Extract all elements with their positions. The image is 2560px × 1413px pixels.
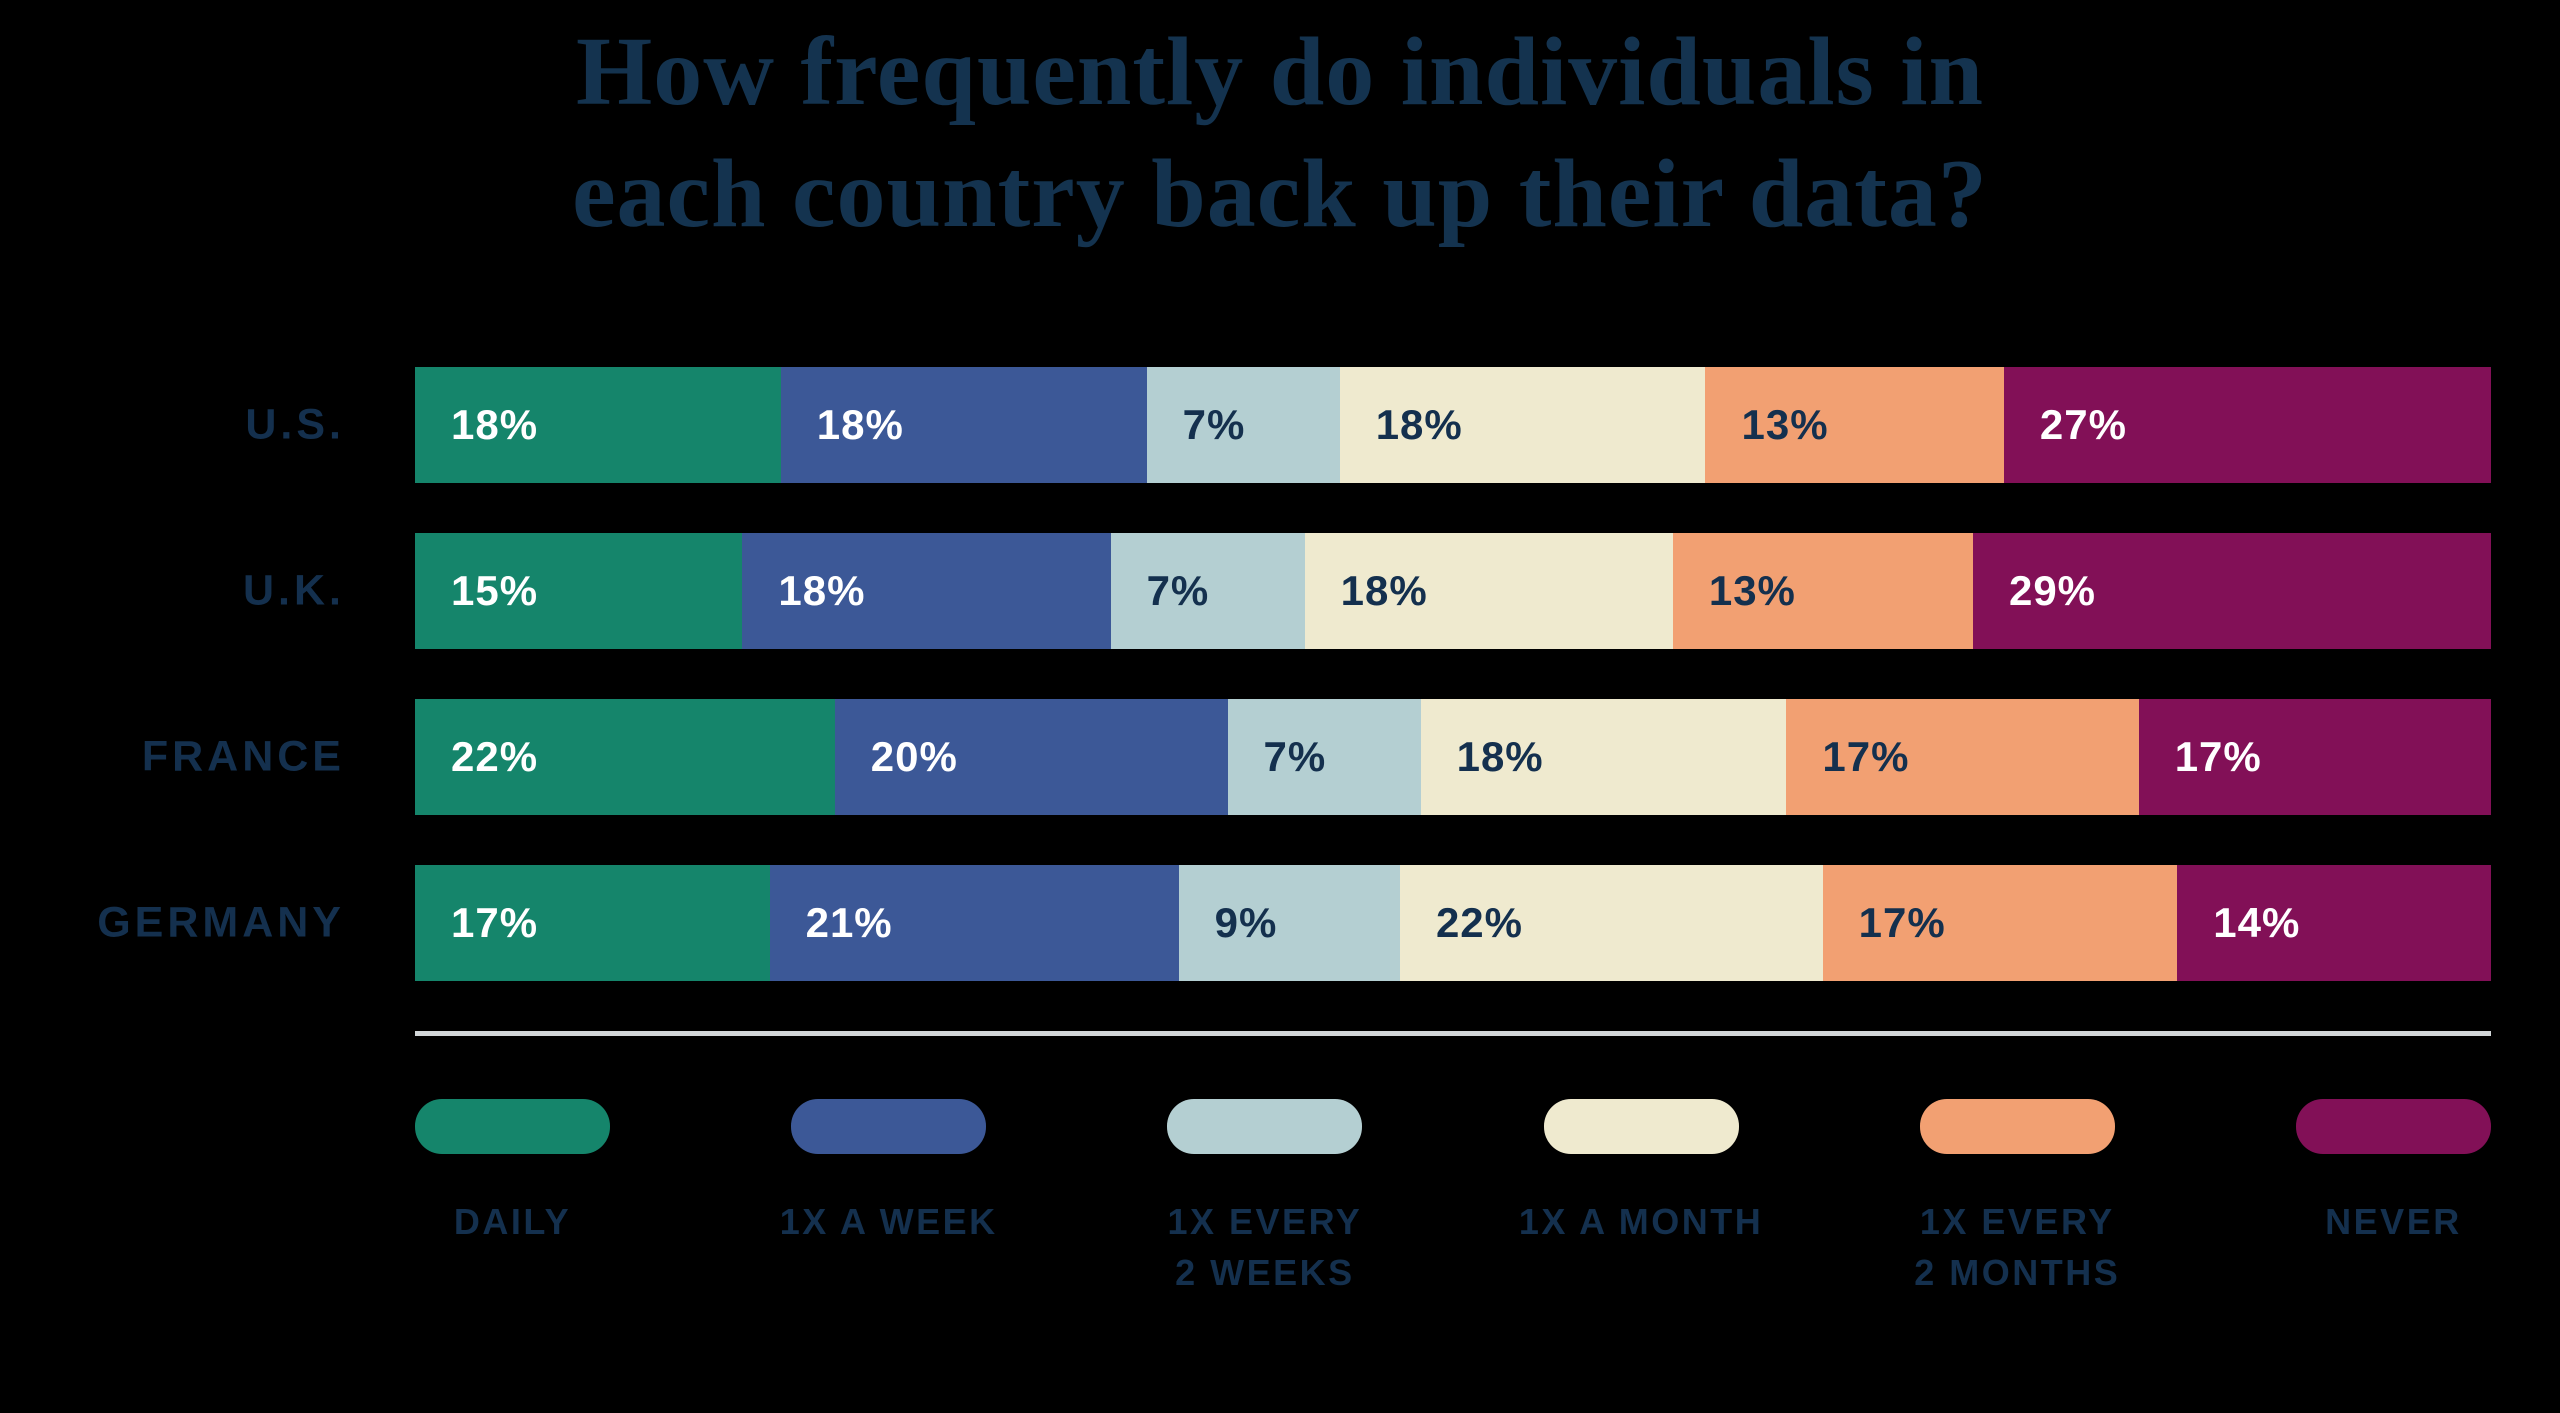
bar-segment: 7% <box>1146 367 1340 484</box>
legend-label-line: 1X EVERY <box>1919 1201 2115 1243</box>
bar-segment: 18% <box>742 533 1111 650</box>
stacked-bar: 17% 21% 9% 22% 17% 14% <box>415 865 2491 982</box>
bar-segment: 18% <box>415 367 781 484</box>
bar-segment: 17% <box>415 865 770 982</box>
legend-label: 1X A WEEK <box>780 1196 998 1247</box>
segment-value-label: 27% <box>2039 401 2127 449</box>
legend-label-line: 2 WEEKS <box>1175 1252 1355 1294</box>
segment-value-label: 7% <box>1146 567 1210 615</box>
chart-title-line-2: each country back up their data? <box>572 139 1988 248</box>
legend-label-line: 1X A WEEK <box>779 1201 998 1243</box>
country-label: GERMANY <box>97 898 345 947</box>
legend-label: NEVER <box>2325 1196 2462 1247</box>
chart-title: How frequently do individuals in each co… <box>0 0 2560 255</box>
stacked-bar: 15% 18% 7% 18% 13% 29% <box>415 533 2491 650</box>
segment-value-label: 20% <box>870 733 958 781</box>
legend-item: 1X EVERY 2 WEEKS <box>1167 1099 1363 1298</box>
segment-value-label: 21% <box>805 899 893 947</box>
bar-segment: 7% <box>1110 533 1305 650</box>
bar-segment: 27% <box>2003 367 2492 484</box>
segment-value-label: 14% <box>2213 899 2301 947</box>
country-label: U.K. <box>243 566 345 615</box>
stacked-bar: 18% 18% 7% 18% 13% 27% <box>415 367 2492 484</box>
segment-value-label: 13% <box>1708 567 1796 615</box>
segment-value-label: 17% <box>451 899 539 947</box>
bar-segment: 13% <box>1672 533 1973 650</box>
segment-value-label: 18% <box>1340 567 1428 615</box>
segment-value-label: 9% <box>1214 899 1278 947</box>
segment-value-label: 15% <box>451 567 539 615</box>
bar-segment: 17% <box>1786 699 2139 816</box>
legend-label-line: 1X A MONTH <box>1518 1201 1764 1243</box>
legend-swatch <box>1543 1099 1739 1155</box>
segment-value-label: 22% <box>451 733 539 781</box>
bar-segment: 29% <box>1972 533 2491 650</box>
legend-label: 1X EVERY 2 MONTHS <box>1914 1196 2120 1298</box>
chart-row: FRANCE 22% 20% 7% 18% 17% 17% <box>142 699 2492 816</box>
legend-label-line: DAILY <box>453 1201 572 1243</box>
segment-value-label: 17% <box>1822 733 1910 781</box>
legend-label: 1X A MONTH <box>1519 1196 1763 1247</box>
legend-label-line: 1X EVERY <box>1167 1201 1363 1243</box>
bar-segment: 13% <box>1705 367 2004 484</box>
segment-value-label: 18% <box>1456 733 1544 781</box>
segment-value-label: 17% <box>1858 899 1946 947</box>
legend-swatch <box>1167 1099 1363 1155</box>
legend-label: DAILY <box>454 1196 571 1247</box>
legend-divider <box>415 1031 2491 1037</box>
bar-segment: 20% <box>834 699 1228 816</box>
bar-segment: 15% <box>415 533 743 650</box>
chart-row: GERMANY 17% 21% 9% 22% 17% 14% <box>97 865 2491 982</box>
country-label: FRANCE <box>141 732 345 781</box>
bar-segment: 18% <box>1420 699 1787 816</box>
segment-value-label: 18% <box>451 401 539 449</box>
bar-segment: 14% <box>2177 865 2491 982</box>
bar-segment: 18% <box>780 367 1147 484</box>
bar-segment: 22% <box>415 699 835 816</box>
segment-value-label: 29% <box>2008 567 2097 615</box>
legend: DAILY 1X A WEEK 1X EVERY 2 WEEKS 1X A MONTH 1… <box>415 1099 2491 1298</box>
bar-segment: 17% <box>2138 699 2492 816</box>
stacked-bar-chart: U.S. 18% 18% 7% 18% 13% 27% U.K. 15% 18% 7% 18% 13% 2… <box>0 367 2560 982</box>
segment-value-label: 7% <box>1263 733 1327 781</box>
legend-swatch <box>1919 1099 2115 1155</box>
bar-segment: 17% <box>1822 865 2178 982</box>
legend-item: DAILY <box>415 1099 610 1298</box>
chart-row: U.S. 18% 18% 7% 18% 13% 27% <box>245 367 2492 484</box>
country-label: U.S. <box>245 400 345 449</box>
legend-item: NEVER <box>2295 1099 2491 1298</box>
bar-segment: 7% <box>1227 699 1421 816</box>
segment-value-label: 13% <box>1741 401 1829 449</box>
legend-swatch <box>791 1099 987 1155</box>
legend-label: 1X EVERY 2 WEEKS <box>1168 1196 1363 1298</box>
segment-value-label: 18% <box>816 401 904 449</box>
segment-value-label: 7% <box>1182 401 1246 449</box>
bar-segment: 18% <box>1304 533 1673 650</box>
segment-value-label: 18% <box>778 567 866 615</box>
segment-value-label: 17% <box>2174 733 2262 781</box>
legend-swatch <box>2295 1099 2491 1155</box>
bar-segment: 18% <box>1339 367 1706 484</box>
legend-item: 1X EVERY 2 MONTHS <box>1914 1099 2118 1298</box>
chart-title-line-1: How frequently do individuals in <box>575 18 1985 126</box>
legend-swatch <box>415 1099 610 1155</box>
segment-value-label: 18% <box>1375 401 1463 449</box>
legend-item: 1X A WEEK <box>780 1099 995 1298</box>
chart-row: U.K. 15% 18% 7% 18% 13% 29% <box>243 533 2491 650</box>
bar-segment: 21% <box>769 865 1179 982</box>
bar-segment: 9% <box>1178 865 1400 982</box>
segment-value-label: 22% <box>1435 899 1524 947</box>
stacked-bar: 22% 20% 7% 18% 17% 17% <box>415 699 2492 816</box>
bar-segment: 22% <box>1399 865 1823 982</box>
legend-label-line: NEVER <box>2325 1201 2462 1243</box>
legend-label-line: 2 MONTHS <box>1914 1252 2121 1294</box>
legend-item: 1X A MONTH <box>1519 1099 1761 1298</box>
